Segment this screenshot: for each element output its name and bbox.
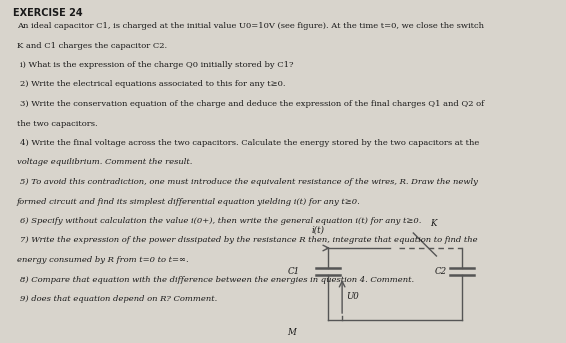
Text: 4) Write the final voltage across the two capacitors. Calculate the energy store: 4) Write the final voltage across the tw… [20, 139, 479, 147]
Text: formed circuit and find its simplest differential equation yielding i(t) for any: formed circuit and find its simplest dif… [16, 198, 361, 205]
Text: M: M [286, 328, 295, 337]
Text: K: K [430, 219, 436, 228]
Text: C2: C2 [435, 267, 447, 276]
Text: the two capacitors.: the two capacitors. [16, 119, 97, 128]
Text: i(t): i(t) [312, 226, 325, 235]
Text: 6) Specify without calculation the value i(0+), then write the general equation : 6) Specify without calculation the value… [20, 217, 422, 225]
Text: EXERCISE 24: EXERCISE 24 [13, 8, 83, 18]
Text: 8) Compare that equation with the difference between the energies in question 4.: 8) Compare that equation with the differ… [20, 275, 414, 284]
Text: 9) does that equation depend on R? Comment.: 9) does that equation depend on R? Comme… [20, 295, 217, 303]
Text: An ideal capacitor C1, is charged at the initial value U0=10V (see figure). At t: An ideal capacitor C1, is charged at the… [16, 22, 483, 30]
Text: voltage equilibrium. Comment the result.: voltage equilibrium. Comment the result. [16, 158, 192, 166]
Text: 3) Write the conservation equation of the charge and deduce the expression of th: 3) Write the conservation equation of th… [20, 100, 484, 108]
Text: C1: C1 [288, 267, 299, 276]
Text: U0: U0 [346, 292, 359, 301]
Text: K and C1 charges the capacitor C2.: K and C1 charges the capacitor C2. [16, 42, 167, 49]
Text: 7) Write the expression of the power dissipated by the resistance R then, integr: 7) Write the expression of the power dis… [20, 237, 478, 245]
Text: i) What is the expression of the charge Q0 initially stored by C1?: i) What is the expression of the charge … [20, 61, 294, 69]
Text: 2) Write the electrical equations associated to this for any t≥0.: 2) Write the electrical equations associ… [20, 81, 286, 88]
Text: energy consumed by R from t=0 to t=∞.: energy consumed by R from t=0 to t=∞. [16, 256, 188, 264]
Text: 5) To avoid this contradiction, one must introduce the equivalent resistance of : 5) To avoid this contradiction, one must… [20, 178, 478, 186]
